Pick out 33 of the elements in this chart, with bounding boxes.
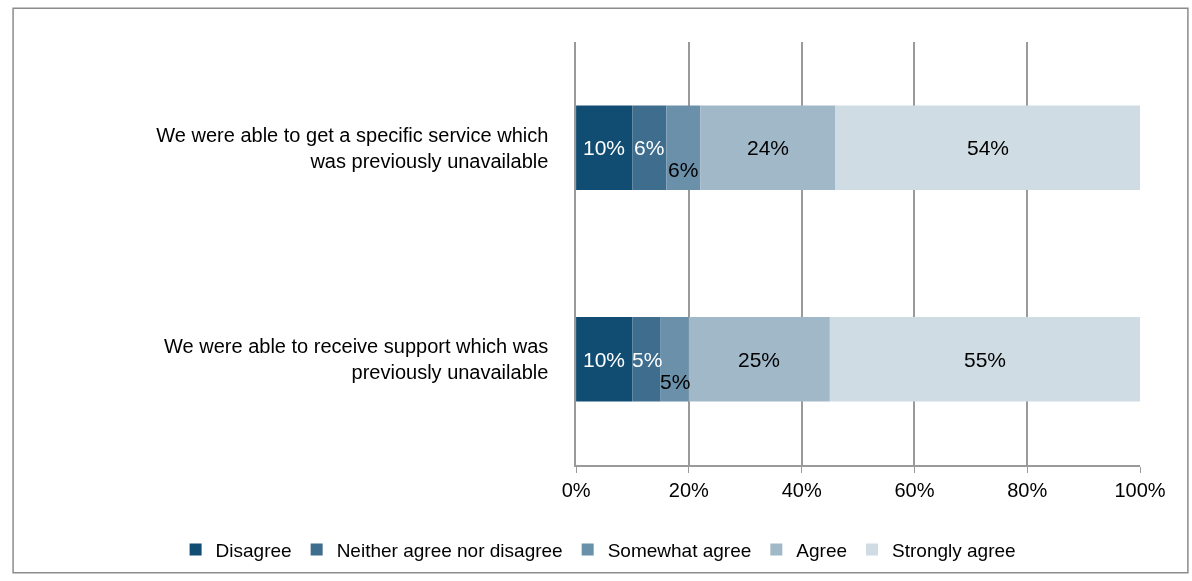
- bar: [576, 105, 633, 191]
- legend-label: Disagree: [215, 539, 292, 561]
- data-label: 24%: [747, 136, 790, 159]
- y-tick-label: We were able to get a specific service which was previously unavailable: [156, 123, 549, 172]
- x-tick-label: 0%: [561, 478, 591, 501]
- data-label: 6%: [634, 136, 665, 159]
- bar: [688, 316, 830, 402]
- bar: [666, 105, 701, 191]
- bar: [835, 105, 1140, 191]
- legend-label: Neither agree nor disagree: [336, 539, 563, 561]
- legend-label: Agree: [796, 539, 848, 561]
- bar: [700, 105, 836, 191]
- x-tick-label: 100%: [1114, 478, 1166, 501]
- bar: [660, 316, 689, 402]
- data-label: 6%: [668, 158, 699, 181]
- x-tick-label: 40%: [781, 478, 822, 501]
- data-label: 55%: [964, 348, 1007, 371]
- bar: [632, 316, 661, 402]
- data-label: 5%: [660, 370, 691, 393]
- y-tick-label: We were able to receive support which was previously unavailable: [164, 335, 549, 384]
- data-label: 25%: [738, 348, 781, 371]
- data-label: 54%: [967, 136, 1010, 159]
- legend-label: Strongly agree: [892, 539, 1016, 561]
- bar: [576, 316, 633, 402]
- x-tick-label: 60%: [894, 478, 935, 501]
- bar: [632, 105, 667, 191]
- x-tick-label: 80%: [1007, 478, 1048, 501]
- bar: [829, 316, 1140, 402]
- data-label: 5%: [632, 348, 663, 371]
- data-label: 10%: [583, 136, 626, 159]
- data-label: 10%: [583, 348, 626, 371]
- x-tick-label: 20%: [668, 478, 710, 501]
- legend-label: Somewhat agree: [607, 539, 752, 561]
